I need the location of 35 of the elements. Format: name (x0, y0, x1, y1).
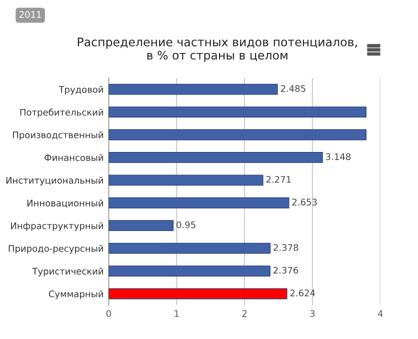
bar (108, 174, 264, 186)
chart-title: Распределение частных видов потенциалов, в % от страны в целом (78, 38, 357, 62)
data-label: 0.95 (176, 221, 196, 228)
bar (108, 266, 270, 276)
data-label: 2.271 (266, 176, 291, 183)
y-tick-label: Туристический (32, 268, 103, 276)
data-label: 2.653 (292, 198, 317, 206)
y-tick-label: Финансовый (44, 154, 103, 162)
data-label: 2.485 (280, 85, 306, 92)
data-label: 3.148 (326, 153, 351, 160)
bar (108, 129, 366, 140)
y-tick-label: Трудовой (58, 86, 103, 95)
bar (108, 242, 271, 254)
y-tick-label: Суммарный (48, 290, 103, 300)
bar (108, 84, 278, 95)
y-tick-label: Природо-ресурсный (8, 244, 103, 254)
bar (108, 197, 290, 208)
bar (108, 152, 323, 163)
bar (108, 220, 174, 232)
y-tick-label: Институциональный (6, 176, 103, 186)
x-tick-label: 1 (174, 310, 179, 317)
x-tick-label: 3 (310, 310, 315, 317)
y-tick-label: Производственный (13, 131, 103, 140)
bar (108, 288, 288, 300)
data-label: 2.378 (274, 244, 298, 251)
y-tick-label: Инфраструктурный (11, 222, 103, 231)
data-label: 2.624 (290, 290, 316, 296)
y-tick-label: Инновационный (27, 200, 103, 208)
x-tick-label: 4 (378, 310, 383, 317)
data-label: 2.376 (274, 266, 298, 274)
bar (108, 106, 366, 118)
y-tick-label: Потребительский (20, 108, 103, 118)
x-tick-label: 0 (106, 310, 111, 317)
x-tick-label: 2 (242, 310, 246, 317)
text: 2011 (19, 11, 41, 18)
